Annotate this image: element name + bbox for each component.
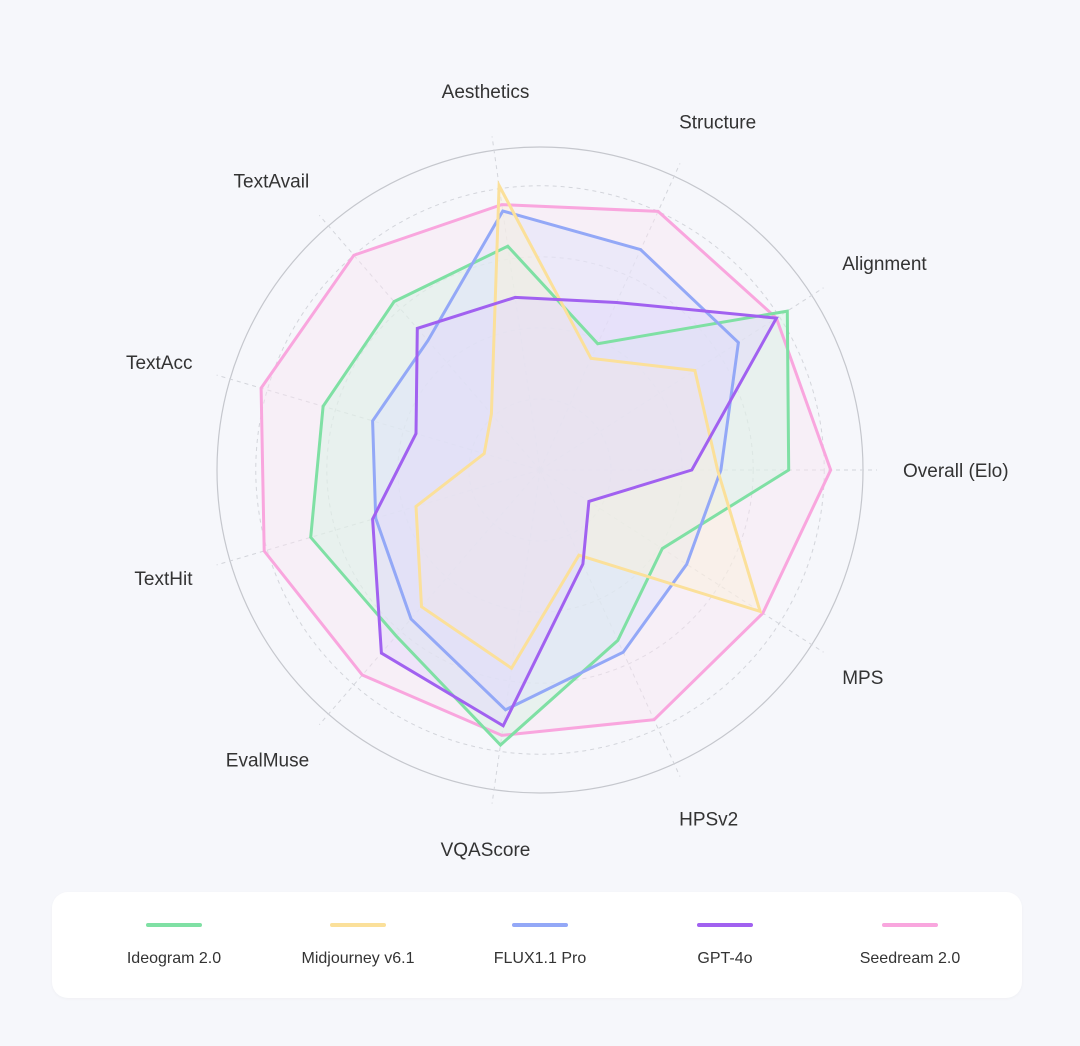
legend-label-ideogram: Ideogram 2.0	[126, 950, 222, 967]
legend: Ideogram 2.0 Midjourney v6.1 FLUX1.1 Pro…	[52, 892, 1022, 998]
axis-label-5: EvalMuse	[226, 751, 309, 772]
series-area-1	[416, 185, 761, 669]
radar-spoke-2	[539, 469, 824, 653]
axis-label-4: VQAScore	[441, 840, 531, 861]
legend-label-flux: FLUX1.1 Pro	[493, 950, 587, 967]
radar-grid-ring-1	[468, 398, 612, 542]
series-area-3	[372, 297, 777, 726]
axis-label-7: TextAcc	[126, 353, 193, 374]
axis-label-10: Structure	[679, 113, 756, 134]
legend-swatch-seedream	[882, 923, 938, 927]
legend-swatch-ideogram	[146, 923, 202, 927]
legend-swatch-gpt4o	[697, 923, 753, 927]
radar-chart-svg: Overall (Elo) MPS HPSv2 VQAScore EvalMuse Tex…	[126, 82, 1009, 861]
axis-label-3: HPSv2	[679, 809, 738, 830]
legend-label-gpt4o: GPT-4o	[697, 950, 753, 967]
axis-label-6: TextHit	[134, 569, 193, 590]
legend-swatch-flux	[512, 923, 568, 927]
series-line-0	[309, 244, 791, 748]
series-line-4	[259, 203, 833, 737]
radar-spoke-7	[216, 374, 541, 471]
legend-swatch-midjourney	[330, 923, 386, 927]
legend-item-midjourney: Midjourney v6.1	[268, 892, 448, 998]
legend-label-seedream: Seedream 2.0	[859, 950, 961, 967]
radar-spoke-10	[539, 163, 681, 471]
radar-grid-ring-4	[255, 185, 825, 755]
axis-label-1: Overall (Elo)	[903, 461, 1009, 482]
radar-spoke-3	[539, 469, 681, 777]
legend-item-seedream: Seedream 2.0	[820, 892, 1000, 998]
axis-label-9: Aesthetics	[442, 82, 530, 103]
legend-item-flux: FLUX1.1 Pro	[450, 892, 630, 998]
axis-label-8: TextAvail	[234, 172, 310, 193]
radar-spoke-6	[216, 469, 541, 566]
radar-grid-ring-3	[326, 256, 754, 684]
series-line-1	[414, 179, 763, 671]
radar-spoke-8	[318, 214, 541, 471]
radar-spoke-5	[318, 469, 541, 726]
radar-grid-ring-2	[397, 327, 683, 613]
radar-chart: Overall (Elo) MPS HPSv2 VQAScore EvalMuse Tex…	[126, 82, 1009, 861]
axis-label-11: Alignment	[842, 254, 927, 275]
series-line-3	[371, 295, 779, 728]
legend-item-gpt4o: GPT-4o	[635, 892, 815, 998]
axis-label-2: MPS	[842, 668, 883, 689]
legend-item-ideogram: Ideogram 2.0	[84, 892, 264, 998]
series-area-4	[261, 204, 831, 736]
series-line-2	[371, 209, 740, 712]
radar-spoke-4	[491, 469, 541, 804]
legend-label-midjourney: Midjourney v6.1	[301, 950, 415, 967]
series-area-0	[310, 246, 789, 745]
